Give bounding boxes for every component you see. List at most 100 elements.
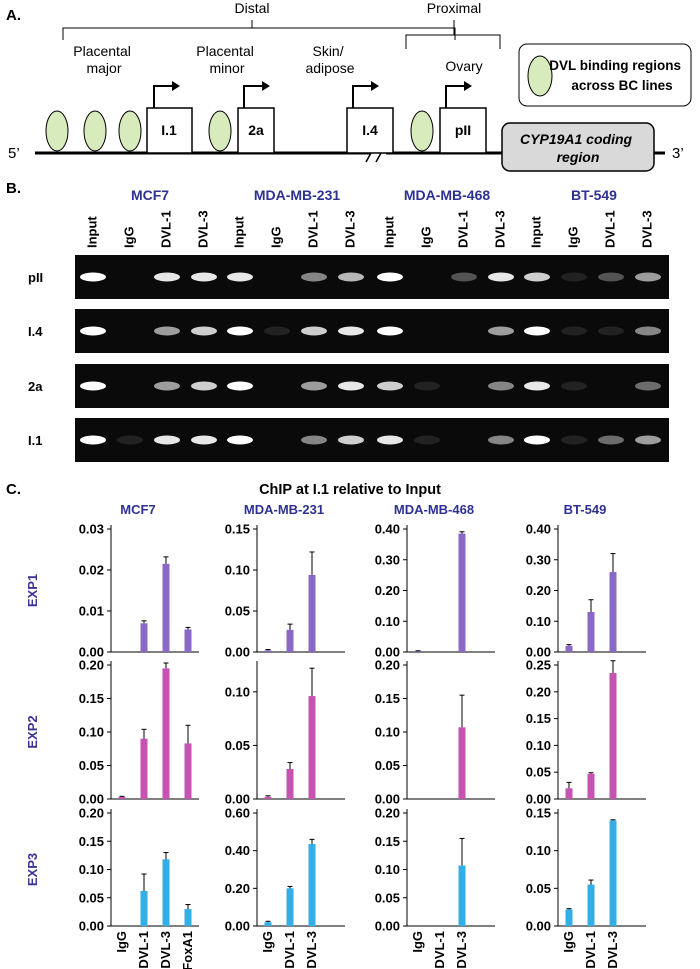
bar bbox=[458, 727, 466, 799]
lane-label: IgG bbox=[418, 226, 433, 248]
gel-band bbox=[191, 272, 217, 282]
gel-band bbox=[227, 326, 253, 336]
y-tick-label: 0.00 bbox=[526, 645, 551, 660]
gel-band bbox=[561, 381, 587, 391]
dvl-binding-ellipses bbox=[45, 110, 434, 152]
x-tick-label: DVL-1 bbox=[136, 931, 151, 969]
bar bbox=[286, 768, 294, 799]
y-tick-label: 0.30 bbox=[526, 552, 551, 567]
gel-band bbox=[338, 326, 364, 336]
exon-box-i1 bbox=[146, 107, 193, 154]
arrow bbox=[352, 85, 373, 108]
ellipse bbox=[118, 110, 142, 152]
y-tick-label: 0.05 bbox=[225, 738, 250, 753]
lane-label: IgG bbox=[121, 226, 136, 248]
site-placental-major: Placental major bbox=[73, 43, 134, 76]
y-tick-label: 0.30 bbox=[375, 552, 400, 567]
legend-box bbox=[518, 43, 692, 107]
gel-band bbox=[338, 381, 364, 391]
ellipse bbox=[208, 110, 232, 152]
y-tick-label: 0.15 bbox=[79, 691, 104, 706]
bar bbox=[587, 612, 595, 652]
x-tick-label: IgG bbox=[561, 931, 576, 953]
x-tick-label: DVL-3 bbox=[158, 931, 173, 969]
exon-box-i4 bbox=[346, 107, 394, 154]
bar bbox=[264, 650, 272, 652]
lane-label: Input bbox=[84, 216, 99, 248]
y-tick-label: 0.05 bbox=[79, 758, 104, 773]
x-tick-label: DVL-3 bbox=[454, 931, 469, 969]
lane-label: IgG bbox=[268, 226, 283, 248]
gel-band bbox=[80, 381, 106, 391]
y-tick-label: 0.05 bbox=[79, 890, 104, 905]
y-tick-label: 0.15 bbox=[225, 522, 250, 537]
bar-chart: 0.00 0.05 0.10 0.15 0.20 IgG DVL-1 DVL-3 bbox=[375, 806, 495, 969]
x-tick-label: DVL-1 bbox=[282, 931, 297, 969]
proximal-label: Proximal bbox=[427, 0, 481, 16]
arrow bbox=[153, 85, 174, 108]
bar-chart: 0.00 0.05 0.10 0.15 IgG DVL-1 DVL-3 bbox=[526, 806, 646, 969]
gel-band bbox=[227, 381, 253, 391]
exp-label: EXP3 bbox=[25, 853, 40, 886]
bar bbox=[414, 651, 422, 652]
gel-row-label: I.4 bbox=[28, 324, 43, 339]
bar bbox=[609, 572, 617, 652]
bar bbox=[609, 820, 617, 926]
exp-label: EXP2 bbox=[25, 715, 40, 748]
y-tick-label: 0.20 bbox=[225, 881, 250, 896]
cell-line-title: MDA-MB-468 bbox=[404, 187, 491, 203]
y-tick-label: 0.05 bbox=[225, 604, 250, 619]
arrow-head bbox=[172, 81, 180, 91]
lane-label: DVL-1 bbox=[602, 210, 617, 248]
y-tick-label: 0.15 bbox=[79, 834, 104, 849]
gel-band bbox=[80, 435, 106, 445]
cell-line-title: BT-549 bbox=[571, 187, 617, 203]
proximal-bracket bbox=[405, 34, 501, 49]
gel-band bbox=[154, 272, 180, 282]
y-tick-label: 0.10 bbox=[526, 738, 551, 753]
legend-ellipse-icon bbox=[527, 55, 553, 97]
y-tick-label: 0.00 bbox=[225, 919, 250, 934]
bar-chart: 0.00 0.05 0.10 0.15 0.20 bbox=[375, 658, 495, 807]
bar bbox=[587, 773, 595, 799]
lane-label: DVL-1 bbox=[158, 210, 173, 248]
gel-band bbox=[377, 272, 403, 282]
exon-2a: 2a bbox=[248, 122, 264, 138]
gel-row-label: pII bbox=[28, 270, 43, 285]
gel-band bbox=[598, 435, 624, 445]
arrow-head bbox=[262, 81, 270, 91]
y-tick-label: 0.00 bbox=[526, 792, 551, 807]
gel-band bbox=[451, 272, 477, 282]
gel-band bbox=[154, 381, 180, 391]
gel-band bbox=[635, 435, 661, 445]
bar-chart: 0.00 0.10 0.20 0.30 0.40 bbox=[526, 522, 646, 660]
bar bbox=[458, 865, 466, 926]
exon-pii: pII bbox=[455, 122, 471, 138]
lane-label: DVL-3 bbox=[342, 210, 357, 248]
y-tick-label: 0.15 bbox=[526, 711, 551, 726]
bar bbox=[565, 909, 573, 926]
panel-c-label: C. bbox=[6, 481, 21, 498]
bar bbox=[184, 909, 192, 926]
y-tick-label: 0.10 bbox=[375, 725, 400, 740]
y-tick-label: 0.60 bbox=[225, 806, 250, 821]
lane-label: DVL-1 bbox=[455, 210, 470, 248]
chart-column-title: BT-549 bbox=[564, 502, 607, 517]
bar bbox=[184, 743, 192, 799]
gel-band bbox=[561, 272, 587, 282]
gel-row-label: I.1 bbox=[28, 433, 42, 448]
y-tick-label: 0.00 bbox=[79, 645, 104, 660]
y-tick-label: 0.15 bbox=[375, 834, 400, 849]
gel-band bbox=[117, 435, 143, 445]
bar bbox=[587, 884, 595, 926]
bar bbox=[140, 623, 148, 652]
y-tick-label: 0.00 bbox=[225, 792, 250, 807]
exon-box-2a bbox=[237, 107, 275, 154]
gel-band bbox=[524, 326, 550, 336]
y-tick-label: 0.00 bbox=[79, 792, 104, 807]
gel-band bbox=[301, 381, 327, 391]
x-tick-label: FoxA1 bbox=[180, 931, 195, 969]
gel-band bbox=[524, 381, 550, 391]
gel-band bbox=[301, 272, 327, 282]
lane-label: Input bbox=[381, 216, 396, 248]
